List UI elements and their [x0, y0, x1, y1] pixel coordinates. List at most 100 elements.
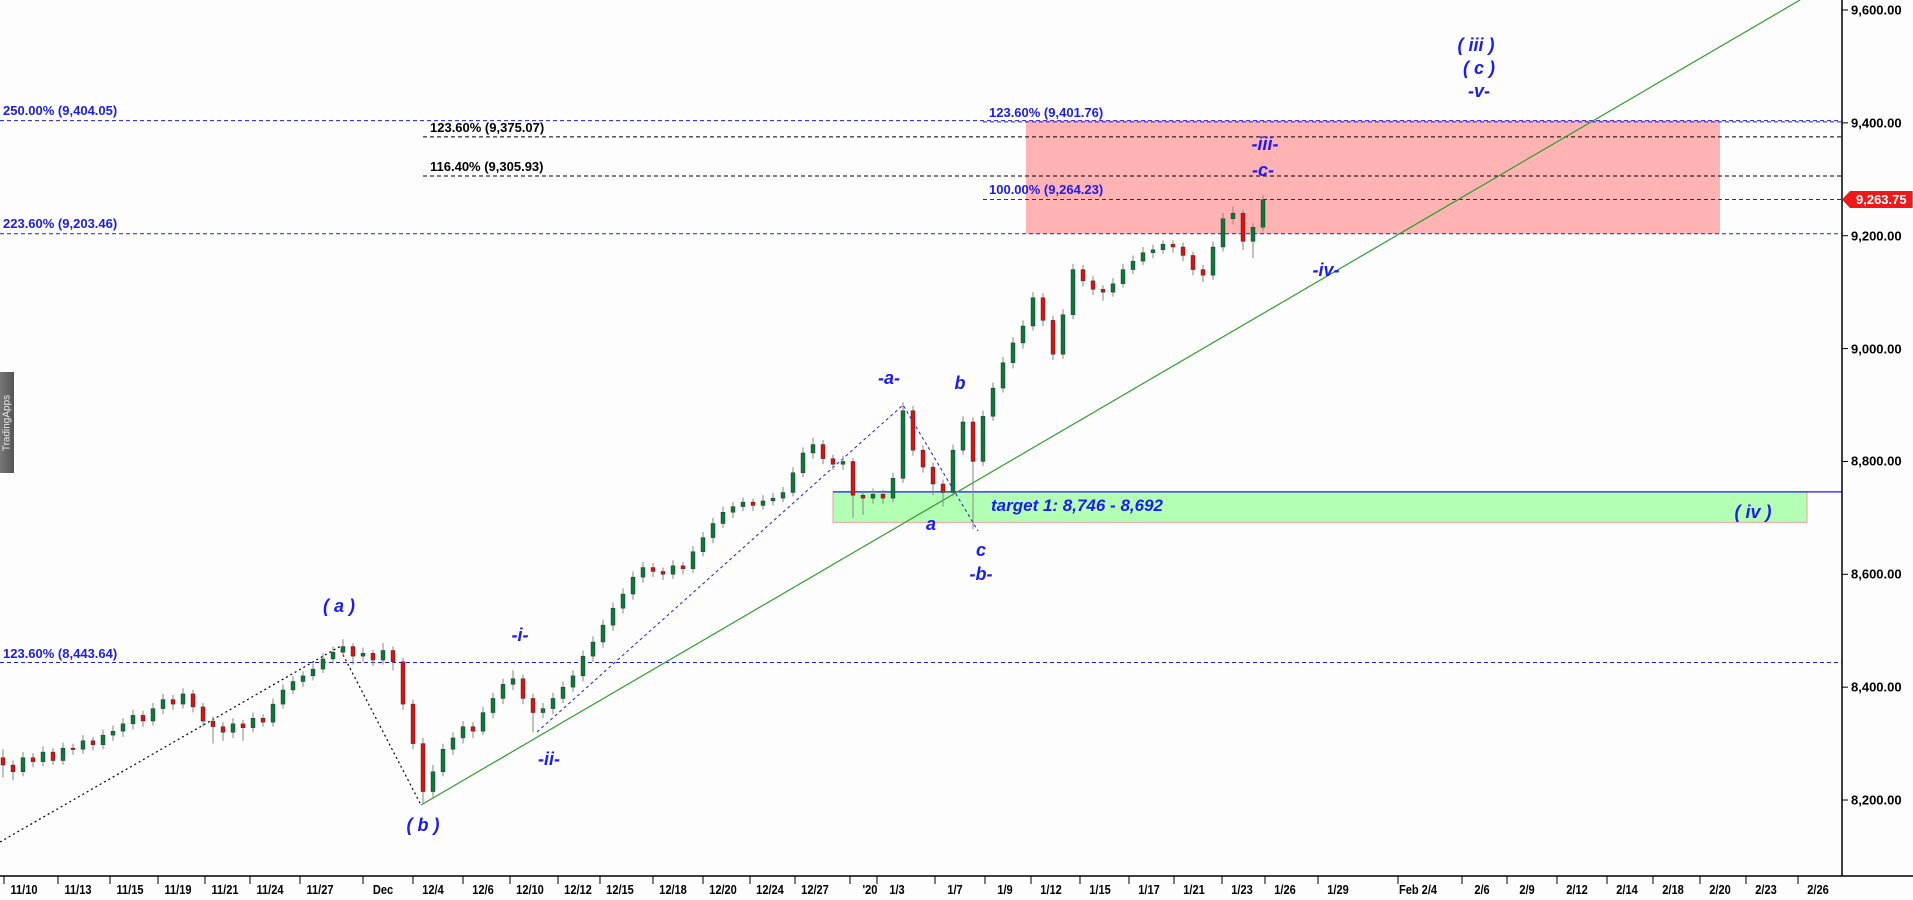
x-tick-label: '20 [862, 882, 878, 897]
x-tick-label: 2/9 [1519, 882, 1535, 897]
candle-body [20, 757, 26, 773]
x-tick-label: 12/12 [564, 882, 592, 897]
x-tick-label: 12/4 [422, 882, 444, 897]
x-tick-label: 12/18 [659, 882, 687, 897]
candle-body [550, 698, 556, 709]
candle-body [180, 693, 186, 705]
candle-body [1130, 260, 1136, 270]
candle-body [860, 495, 866, 499]
wave-label: ( a ) [322, 596, 356, 616]
candle-body [600, 624, 606, 643]
candle-body [450, 737, 456, 750]
wave-label: -b- [969, 564, 993, 584]
candle-body [90, 740, 96, 745]
candle-body [500, 684, 506, 699]
candle-body [940, 483, 946, 493]
candle-body [780, 492, 786, 499]
candle-body [1150, 249, 1156, 253]
x-tick-label: 11/15 [116, 882, 144, 897]
y-tick-label: 9,200.00 [1851, 228, 1902, 244]
candle-body [480, 712, 486, 732]
candle-body [840, 461, 846, 465]
candle-body [900, 410, 906, 479]
candle-body [870, 493, 876, 499]
x-tick-label: 11/21 [211, 882, 239, 897]
y-tick-label: 9,000.00 [1851, 341, 1902, 357]
candle-body [1220, 218, 1226, 248]
candle-body [50, 751, 56, 761]
x-tick-label: 1/12 [1040, 882, 1062, 897]
x-tick-label: 2/20 [1709, 882, 1731, 897]
fib-label-123-top: 123.60% (9,401.76) [989, 105, 1104, 120]
candle-body [1200, 269, 1206, 276]
target-zone-label: target 1: 8,746 - 8,692 [991, 496, 1163, 515]
candle-body [1190, 255, 1196, 270]
candle-body [440, 749, 446, 773]
candle-body [980, 416, 986, 462]
candle-body [490, 698, 496, 713]
x-tick-label: 11/27 [306, 882, 334, 897]
candle-body [300, 675, 306, 682]
wave-label: a [925, 514, 937, 534]
y-tick-label: 9,400.00 [1851, 115, 1902, 131]
candle-body [70, 747, 76, 750]
x-tick-label: 2/23 [1755, 882, 1777, 897]
x-tick-label: 12/20 [709, 882, 737, 897]
candle-body [970, 421, 976, 462]
y-tick-label: 8,800.00 [1851, 453, 1902, 469]
y-tick-label: 8,600.00 [1851, 566, 1902, 582]
candle-body [1100, 289, 1106, 293]
candle-body [530, 698, 536, 713]
candle-body [230, 723, 236, 733]
last-price-tag: 9,263.75 [1842, 191, 1913, 208]
x-tick-label: 11/24 [256, 882, 284, 897]
x-tick-label: 1/23 [1231, 882, 1253, 897]
candle-body [270, 703, 276, 723]
candle-body [40, 751, 46, 762]
candle-body [340, 646, 346, 653]
candle-body [470, 726, 476, 732]
candle-body [160, 699, 166, 709]
candle-body [650, 567, 656, 572]
x-tick-label: 1/9 [997, 882, 1013, 897]
candle-body [790, 472, 796, 493]
x-tick-label: 11/13 [64, 882, 92, 897]
wave-label: b [954, 373, 966, 393]
x-tick-label: 1/7 [947, 882, 963, 897]
candle-body [1170, 243, 1176, 248]
candle-body [170, 699, 176, 705]
candle-body [810, 444, 816, 454]
wave-label: ( c ) [1462, 58, 1496, 78]
x-tick-label: Feb 2/4 [1398, 882, 1438, 897]
x-tick-label: 12/10 [516, 882, 544, 897]
candle-body [1070, 269, 1076, 315]
candle-body [1020, 325, 1026, 344]
candle-body [320, 658, 326, 670]
wave-label: -i- [511, 625, 529, 645]
x-tick-label: 2/14 [1616, 882, 1638, 897]
x-tick-label: 1/21 [1183, 882, 1205, 897]
candle-body [1050, 320, 1056, 355]
y-tick-label: 9,600.00 [1851, 2, 1902, 18]
candle-body [240, 723, 246, 728]
candle-body [930, 466, 936, 485]
x-tick-label: 1/29 [1327, 882, 1349, 897]
candle-body [660, 571, 666, 575]
candle-body [130, 715, 136, 725]
brand-tag: TradingApps [0, 372, 14, 473]
candle-body [1060, 314, 1066, 355]
x-tick-label: 12/27 [801, 882, 829, 897]
candle-body [560, 686, 566, 699]
candle-body [1240, 212, 1246, 242]
candle-body [990, 387, 996, 417]
candle-body [80, 740, 86, 750]
candle-body [570, 675, 576, 688]
candle-body [960, 421, 966, 451]
candle-body [540, 708, 546, 713]
candle-body [1080, 269, 1086, 282]
candle-body [950, 449, 956, 493]
wave-label: -a- [878, 368, 900, 388]
candle-body [150, 708, 156, 722]
candle-body [510, 678, 516, 685]
